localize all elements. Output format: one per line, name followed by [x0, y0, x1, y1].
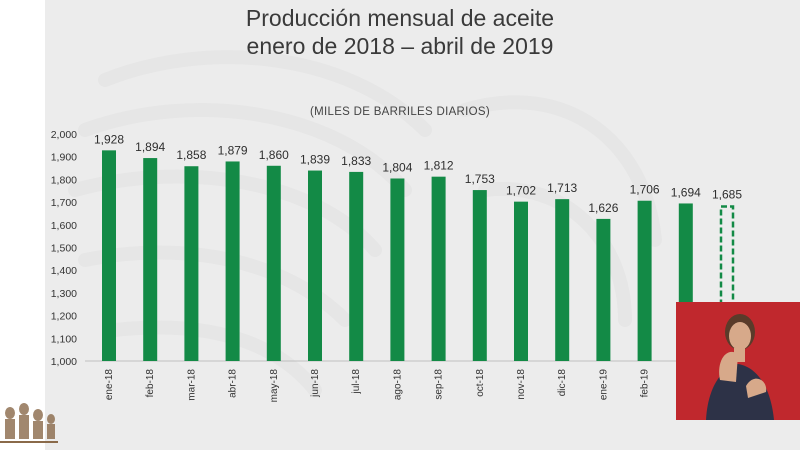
y-tick-label: 1,900 — [51, 152, 77, 164]
heroes-footer-icon — [0, 403, 58, 443]
data-label: 1,685 — [712, 188, 742, 202]
x-tick-label: ene-18 — [104, 369, 115, 401]
bar — [472, 190, 487, 361]
data-label: 1,753 — [465, 172, 495, 186]
y-tick-label: 2,000 — [51, 129, 77, 141]
y-tick-label: 1,300 — [51, 288, 77, 300]
x-tick-label: feb-19 — [640, 369, 651, 398]
y-tick-label: 1,400 — [51, 265, 77, 277]
bar — [514, 201, 528, 361]
interpreter-figure-icon — [676, 302, 800, 420]
x-tick-label: ago-18 — [392, 369, 403, 401]
bar — [555, 199, 570, 361]
data-label: 1,839 — [300, 153, 330, 167]
title-line-1: Producción mensual de aceite — [245, 5, 555, 31]
y-tick-label: 1,500 — [51, 243, 77, 255]
x-tick-label: sep-18 — [434, 369, 445, 400]
y-tick-label: 1,000 — [51, 356, 77, 368]
y-tick-label: 1,100 — [51, 333, 77, 345]
data-label: 1,879 — [218, 143, 248, 157]
data-label: 1,858 — [176, 148, 206, 162]
data-label: 1,928 — [94, 132, 124, 146]
data-label: 1,860 — [259, 148, 289, 162]
bar — [184, 166, 199, 361]
data-label: 1,702 — [506, 184, 536, 198]
x-tick-label: jul-18 — [351, 369, 362, 395]
data-label: 1,833 — [341, 154, 371, 168]
bar — [308, 170, 322, 361]
x-tick-label: feb-18 — [145, 369, 156, 398]
x-tick-label: abr-18 — [228, 369, 239, 398]
bar — [637, 200, 652, 361]
bar — [102, 150, 116, 361]
x-tick-label: jun-18 — [310, 369, 321, 398]
bar — [266, 165, 281, 361]
chart-title: Producción mensual de aceite enero de 20… — [130, 4, 670, 60]
bar — [431, 176, 446, 361]
x-tick-label: dic-18 — [557, 369, 568, 397]
title-line-2: enero de 2018 – abril de 2019 — [246, 33, 554, 59]
x-tick-label: mar-18 — [186, 369, 197, 401]
bar — [143, 158, 158, 361]
left-margin — [0, 0, 45, 450]
bar — [390, 178, 405, 361]
data-label: 1,812 — [424, 159, 454, 173]
data-label: 1,626 — [588, 201, 618, 215]
x-tick-label: nov-18 — [516, 369, 527, 400]
bar — [225, 161, 240, 361]
x-tick-label: ene-19 — [598, 369, 609, 401]
y-tick-label: 1,200 — [51, 311, 77, 323]
sign-language-interpreter-video — [676, 302, 800, 420]
slide-background — [45, 0, 800, 450]
data-label: 1,694 — [671, 185, 701, 199]
y-tick-label: 1,700 — [51, 197, 77, 209]
data-label: 1,713 — [547, 181, 577, 195]
chart-units-label: (MILES DE BARRILES DIARIOS) — [310, 106, 490, 118]
data-label: 1,706 — [630, 183, 660, 197]
data-label: 1,804 — [382, 160, 412, 174]
bar — [596, 218, 611, 361]
data-label: 1,894 — [135, 140, 165, 154]
y-tick-label: 1,800 — [51, 174, 77, 186]
y-tick-label: 1,600 — [51, 220, 77, 232]
bar — [349, 171, 364, 361]
x-tick-label: oct-18 — [475, 369, 486, 397]
x-tick-label: may-18 — [269, 369, 280, 403]
